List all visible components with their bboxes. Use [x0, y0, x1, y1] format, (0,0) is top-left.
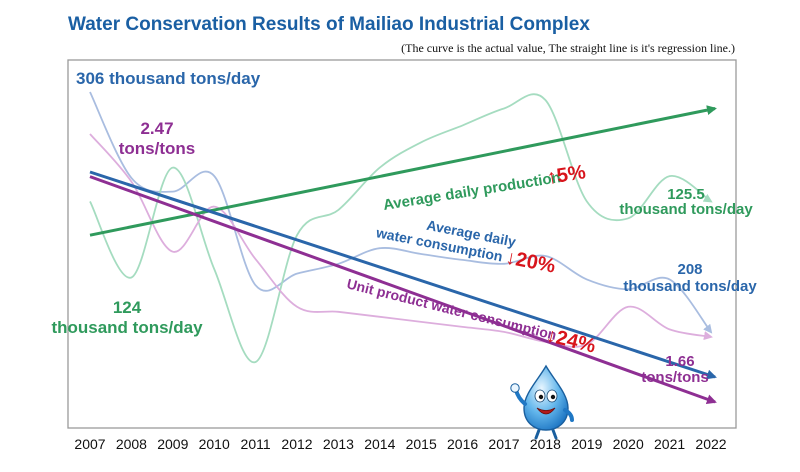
plot-frame [67, 59, 737, 429]
water-line-annotation: Average daily water consumption ↓20% [374, 217, 558, 278]
prod-start-value: 124 [113, 298, 142, 317]
x-tick-label: 2009 [157, 436, 188, 452]
prod-end-value: 125.5 [667, 186, 705, 203]
production-actual-curve [89, 93, 713, 363]
water-end-unit: thousand tons/day [623, 278, 757, 295]
x-tick-label: 2016 [447, 436, 478, 452]
unit-consumption-regression-line [89, 175, 717, 404]
x-tick-label: 2017 [488, 436, 519, 452]
unit-end-value: 1.66 [665, 353, 694, 370]
x-tick-label: 2015 [406, 436, 437, 452]
prod-start-unit: thousand tons/day [51, 318, 203, 337]
x-tick-label: 2018 [530, 436, 561, 452]
unit-line-annotation: Unit product water consumption ↓24% [345, 275, 598, 358]
x-tick-label: 2010 [199, 436, 230, 452]
x-tick-label: 2008 [116, 436, 147, 452]
x-axis-ticks: 2007 2008 2009 2010 2011 2012 2013 2014 2015 2016… [74, 436, 726, 452]
unit-end-unit: tons/tons [641, 369, 709, 386]
water-consumption-regression-line [89, 170, 717, 380]
unit-start-unit: tons/tons [119, 139, 196, 158]
x-tick-label: 2019 [571, 436, 602, 452]
water-consumption-actual-curve [89, 91, 713, 334]
x-tick-label: 2011 [241, 436, 271, 452]
prod-end-unit: thousand tons/day [619, 201, 753, 218]
water-drop-mascot-icon [510, 364, 574, 440]
unit-line-percent: ↓24% [544, 324, 598, 358]
x-tick-label: 2013 [323, 436, 354, 452]
chart-subtitle: (The curve is the actual value, The stra… [401, 41, 735, 55]
x-tick-label: 2021 [654, 436, 685, 452]
x-tick-label: 2014 [364, 436, 395, 452]
water-end-value: 208 [677, 261, 702, 278]
prod-line-percent: ↑5% [545, 161, 587, 189]
x-tick-label: 2012 [281, 436, 312, 452]
prod-line-label: Average daily production [382, 169, 562, 214]
x-tick-label: 2020 [613, 436, 644, 452]
water-line-percent: ↓20% [504, 247, 558, 278]
unit-line-label: Unit product water consumption [345, 275, 558, 343]
x-tick-label: 2007 [74, 436, 105, 452]
unit-consumption-actual-curve [89, 133, 713, 348]
x-tick-label: 2022 [695, 436, 726, 452]
unit-start-value: 2.47 [140, 119, 173, 138]
water-start-label: 306 thousand tons/day [76, 69, 261, 88]
chart-title: Water Conservation Results of Mailiao In… [68, 14, 590, 35]
